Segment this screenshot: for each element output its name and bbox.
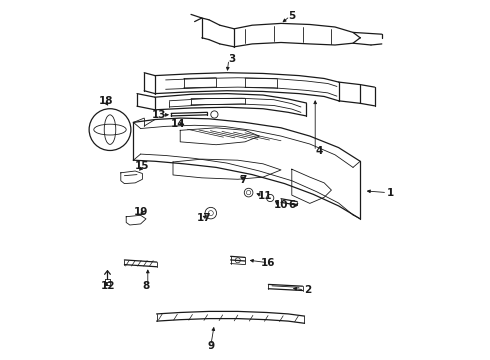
Text: 4: 4 (315, 146, 322, 156)
Text: 13: 13 (151, 110, 166, 120)
Text: 16: 16 (261, 258, 276, 268)
Text: 6: 6 (288, 200, 295, 210)
Text: 10: 10 (274, 200, 288, 210)
Text: 12: 12 (101, 281, 116, 291)
Text: 2: 2 (304, 285, 312, 295)
Text: 5: 5 (288, 11, 295, 21)
Text: 19: 19 (133, 207, 148, 217)
Text: 17: 17 (196, 213, 211, 223)
Text: 14: 14 (171, 119, 186, 129)
Text: 7: 7 (240, 175, 247, 185)
Text: 3: 3 (229, 54, 236, 64)
Text: 11: 11 (258, 191, 272, 201)
Text: 9: 9 (207, 341, 214, 351)
Text: 1: 1 (387, 188, 394, 198)
Text: 15: 15 (135, 161, 150, 171)
Text: 18: 18 (99, 96, 114, 106)
Text: 8: 8 (143, 281, 149, 291)
